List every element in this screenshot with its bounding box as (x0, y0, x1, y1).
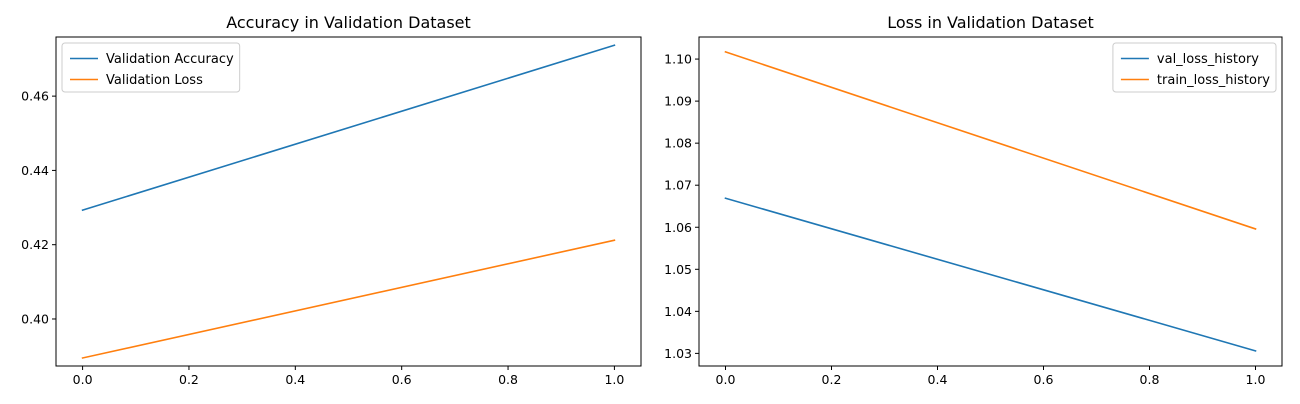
x-tick-label: 0.2 (822, 372, 842, 387)
ticks-layer: 0.0 0.2 0.4 0.6 0.8 1.0 1.03 1.04 1.05 1.06 1.07 1.… (664, 52, 1265, 387)
loss-chart: Loss in Validation Dataset 0.0 0.2 0.4 0.6 0… (664, 13, 1283, 387)
y-tick-label: 1.07 (664, 178, 692, 193)
legend-label-0: val_loss_history (1157, 52, 1259, 67)
y-tick-label: 1.04 (664, 304, 692, 319)
y-tick-label: 0.42 (21, 237, 49, 252)
y-tick-label: 0.40 (21, 311, 49, 326)
x-tick-label: 1.0 (604, 372, 624, 387)
x-tick-label: 0.6 (392, 372, 412, 387)
y-tick-label: 1.03 (664, 346, 692, 361)
y-tick-label: 0.44 (21, 163, 49, 178)
series-line-1 (724, 50, 1257, 230)
accuracy-chart: Accuracy in Validation Dataset 0.0 0.2 0.4… (21, 13, 642, 387)
series-line-1 (81, 239, 616, 359)
series-line-0 (724, 197, 1257, 352)
legend-label-0: Validation Accuracy (106, 52, 234, 67)
x-tick-label: 1.0 (1246, 372, 1266, 387)
legend-box (61, 42, 241, 93)
x-tick-label: 0.0 (73, 372, 93, 387)
x-tick-label: 0.0 (716, 372, 736, 387)
x-tick-label: 0.8 (498, 372, 518, 387)
x-tick-label: 0.4 (928, 372, 948, 387)
chart-title: Loss in Validation Dataset (887, 13, 1094, 32)
y-tick-label: 1.08 (664, 136, 692, 151)
legend-label-1: train_loss_history (1157, 73, 1270, 88)
y-tick-label: 1.06 (664, 220, 692, 235)
series-line-0 (81, 44, 616, 212)
y-tick-label: 1.10 (664, 52, 692, 67)
x-tick-label: 0.4 (285, 372, 305, 387)
legend: val_loss_history train_loss_history (1112, 42, 1277, 93)
y-tick-label: 1.09 (664, 94, 692, 109)
series-layer (81, 44, 616, 359)
series-layer (724, 50, 1257, 352)
legend-box (1112, 42, 1277, 93)
y-tick-label: 1.05 (664, 262, 692, 277)
x-tick-label: 0.8 (1140, 372, 1160, 387)
legend: Validation Accuracy Validation Loss (61, 42, 241, 93)
ticks-layer: 0.0 0.2 0.4 0.6 0.8 1.0 0.40 0.42 0.44 0.46 (21, 89, 624, 387)
y-tick-label: 0.46 (21, 89, 49, 104)
chart-title: Accuracy in Validation Dataset (226, 13, 471, 32)
legend-label-1: Validation Loss (106, 73, 203, 88)
x-tick-label: 0.6 (1034, 372, 1054, 387)
x-tick-label: 0.2 (179, 372, 199, 387)
